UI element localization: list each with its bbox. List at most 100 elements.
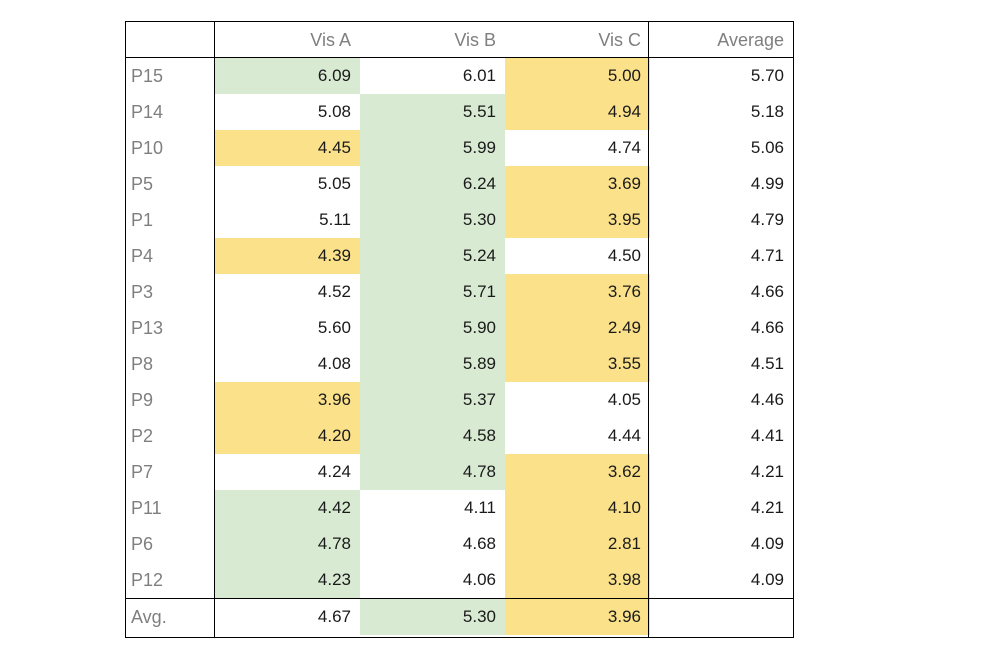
vis-a-cell: 6.09 — [215, 58, 360, 94]
vis-a-cell: 4.52 — [317, 282, 351, 301]
vis-a-cell: 5.60 — [317, 318, 351, 337]
vis-c-cell: 4.50 — [607, 246, 641, 265]
average-cell — [650, 599, 792, 635]
average-cell: 4.79 — [750, 210, 784, 229]
vis-c-cell: 5.00 — [505, 58, 650, 94]
label-column-divider — [214, 22, 215, 637]
average-cell: 5.06 — [750, 138, 784, 157]
table-row: P5 5.05 6.24 3.69 4.99 — [126, 166, 792, 202]
row-label: P9 — [131, 390, 154, 410]
vis-a-cell: 4.42 — [215, 490, 360, 526]
footer-divider — [126, 598, 793, 599]
header-average: Average — [717, 30, 784, 50]
vis-b-cell: 5.89 — [360, 346, 505, 382]
vis-b-cell: 4.06 — [462, 570, 496, 589]
vis-a-cell: 4.45 — [215, 130, 360, 166]
row-label: P12 — [131, 570, 164, 590]
average-cell: 4.09 — [750, 570, 784, 589]
vis-a-cell: 4.39 — [215, 238, 360, 274]
table-row: P8 4.08 5.89 3.55 4.51 — [126, 346, 792, 382]
table-row: P4 4.39 5.24 4.50 4.71 — [126, 238, 792, 274]
header-divider — [126, 57, 793, 58]
average-cell: 4.46 — [750, 390, 784, 409]
vis-c-cell: 2.49 — [505, 310, 650, 346]
table-row: P13 5.60 5.90 2.49 4.66 — [126, 310, 792, 346]
header-vis-b: Vis B — [454, 30, 496, 50]
table-row: P2 4.20 4.58 4.44 4.41 — [126, 418, 792, 454]
average-cell: 5.18 — [750, 102, 784, 121]
row-label: P13 — [131, 318, 164, 338]
vis-a-cell: 5.11 — [319, 210, 351, 229]
row-label: P5 — [131, 174, 154, 194]
vis-c-cell: 3.55 — [505, 346, 650, 382]
row-label: P2 — [131, 426, 154, 446]
vis-a-cell: 4.23 — [215, 562, 360, 598]
vis-c-cell: 4.44 — [607, 426, 641, 445]
vis-c-cell: 3.95 — [505, 202, 650, 238]
row-label: P15 — [131, 66, 164, 86]
vis-c-cell: 4.10 — [505, 490, 650, 526]
average-cell: 4.66 — [750, 318, 784, 337]
vis-b-cell: 5.37 — [360, 382, 505, 418]
vis-a-cell: 5.08 — [317, 102, 351, 121]
footer-row: Avg. 4.67 5.30 3.96 — [126, 599, 792, 635]
row-label: P3 — [131, 282, 154, 302]
vis-c-cell: 4.74 — [607, 138, 641, 157]
vis-c-cell: 3.98 — [505, 562, 650, 598]
average-cell: 4.21 — [750, 498, 784, 517]
vis-a-cell: 4.78 — [215, 526, 360, 562]
vis-c-cell: 3.96 — [505, 599, 650, 635]
table-row: P10 4.45 5.99 4.74 5.06 — [126, 130, 792, 166]
vis-b-cell: 5.99 — [360, 130, 505, 166]
average-cell: 5.70 — [750, 66, 784, 85]
table-row: P9 3.96 5.37 4.05 4.46 — [126, 382, 792, 418]
row-label: P1 — [131, 210, 154, 230]
row-label: Avg. — [131, 607, 167, 627]
average-cell: 4.51 — [750, 354, 784, 373]
row-label: P7 — [131, 462, 154, 482]
table-row: P3 4.52 5.71 3.76 4.66 — [126, 274, 792, 310]
vis-b-cell: 5.90 — [360, 310, 505, 346]
header-corner-cell — [126, 22, 215, 58]
header-vis-c: Vis C — [598, 30, 641, 50]
vis-c-cell: 2.81 — [505, 526, 650, 562]
average-cell: 4.41 — [750, 426, 784, 445]
vis-b-cell: 6.01 — [462, 66, 496, 85]
vis-c-cell: 3.69 — [505, 166, 650, 202]
average-column-divider — [648, 22, 649, 637]
vis-a-cell: 4.67 — [317, 607, 351, 626]
vis-b-cell: 4.68 — [462, 534, 496, 553]
vis-a-cell: 3.96 — [215, 382, 360, 418]
row-label: P11 — [131, 498, 162, 518]
vis-a-cell: 4.08 — [317, 354, 351, 373]
vis-c-cell: 3.62 — [505, 454, 650, 490]
table-row: P7 4.24 4.78 3.62 4.21 — [126, 454, 792, 490]
table-row: P1 5.11 5.30 3.95 4.79 — [126, 202, 792, 238]
vis-b-cell: 5.71 — [360, 274, 505, 310]
table-row: P6 4.78 4.68 2.81 4.09 — [126, 526, 792, 562]
row-label: P4 — [131, 246, 154, 266]
row-label: P14 — [131, 102, 164, 122]
vis-b-cell: 4.78 — [360, 454, 505, 490]
table-row: P11 4.42 4.11 4.10 4.21 — [126, 490, 792, 526]
average-cell: 4.66 — [750, 282, 784, 301]
vis-b-cell: 5.24 — [360, 238, 505, 274]
scores-table: Vis A Vis B Vis C Average P15 6.09 6.01 5.0… — [125, 21, 794, 638]
vis-b-cell: 5.30 — [360, 202, 505, 238]
header-vis-a: Vis A — [310, 30, 351, 50]
table-row: P14 5.08 5.51 4.94 5.18 — [126, 94, 792, 130]
average-cell: 4.71 — [750, 246, 784, 265]
vis-a-cell: 4.20 — [215, 418, 360, 454]
vis-b-cell: 5.51 — [360, 94, 505, 130]
vis-b-cell: 4.11 — [464, 498, 496, 517]
vis-c-cell: 4.94 — [505, 94, 650, 130]
row-label: P8 — [131, 354, 154, 374]
table-row: P12 4.23 4.06 3.98 4.09 — [126, 562, 792, 598]
row-label: P6 — [131, 534, 154, 554]
vis-c-cell: 3.76 — [505, 274, 650, 310]
vis-b-cell: 6.24 — [360, 166, 505, 202]
average-cell: 4.99 — [750, 174, 784, 193]
average-cell: 4.09 — [750, 534, 784, 553]
header-row: Vis A Vis B Vis C Average — [126, 22, 792, 58]
vis-c-cell: 4.05 — [607, 390, 641, 409]
